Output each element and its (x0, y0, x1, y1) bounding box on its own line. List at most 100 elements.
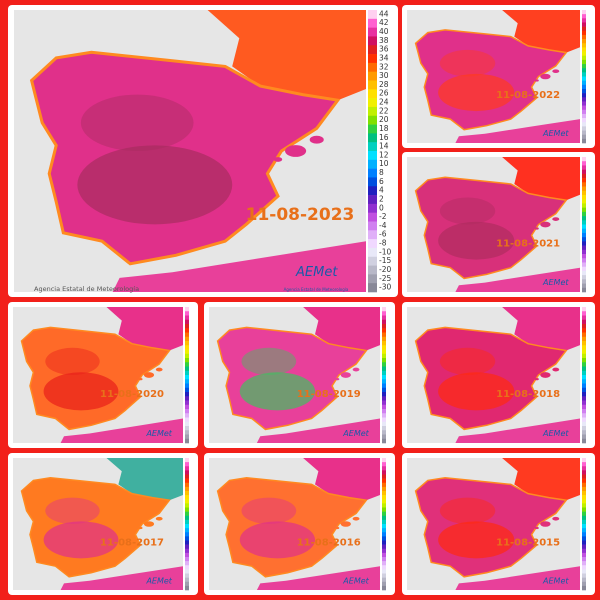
colorbar-step (368, 18, 377, 28)
colorbar-step (185, 430, 189, 435)
balearic-island (352, 516, 360, 521)
colorbar-step (382, 379, 386, 384)
colorbar-step (582, 532, 586, 537)
colorbar-step (382, 324, 386, 329)
balearic-island (534, 526, 539, 530)
colorbar-step (582, 126, 586, 131)
colorbar-step (382, 370, 386, 376)
colorbar-step (382, 404, 386, 410)
colorbar-step (582, 232, 586, 238)
colorbar-step (582, 519, 586, 525)
colorbar-step (582, 552, 586, 558)
colorbar-step (368, 142, 377, 152)
colorbar-step (582, 76, 586, 81)
date-label: 11-08-2016 (297, 537, 361, 548)
colorbar-step (582, 569, 586, 574)
colorbar-step (582, 59, 586, 65)
colorbar-step (382, 491, 386, 496)
colorbar-step (582, 426, 586, 431)
colorbar-step (582, 396, 586, 401)
balearic-island (540, 73, 551, 80)
colorbar-step (382, 561, 386, 566)
colorbar-step (185, 362, 189, 367)
balearic-island (534, 79, 539, 82)
colorbar-step (582, 524, 586, 529)
colorbar-label: 40 (379, 27, 389, 36)
colorbar-step (382, 345, 386, 350)
colorbar-step (582, 118, 586, 123)
colorbar-step (582, 557, 586, 562)
colorbar-step (185, 319, 189, 325)
hot-core (438, 521, 515, 559)
colorbar-step (582, 101, 586, 106)
colorbar-step (582, 254, 586, 259)
colorbar-step (185, 482, 189, 488)
colorbar-step (582, 341, 586, 346)
colorbar-label: 16 (379, 133, 389, 142)
colorbar-step (382, 366, 386, 372)
colorbar-step (185, 470, 189, 475)
hot-core (241, 347, 297, 375)
colorbar-step (582, 311, 586, 316)
colorbar-step (382, 458, 386, 463)
balearic-island (552, 367, 560, 372)
colorbar-label: -30 (379, 283, 391, 292)
colorbar-step (368, 54, 377, 64)
france (502, 10, 580, 53)
colorbar-step (582, 47, 586, 52)
colorbar-step (382, 392, 386, 397)
colorbar-step (185, 404, 189, 410)
hot-core (241, 497, 297, 524)
colorbar-step (582, 585, 586, 591)
colorbar-step (382, 387, 386, 393)
colorbar-step (185, 581, 189, 587)
colorbar-step (582, 507, 586, 512)
colorbar-label: 44 (379, 9, 389, 18)
colorbar-step (382, 499, 386, 504)
date-label: 11-08-2019 (297, 389, 361, 400)
map-panel: 11-08-2022 AEMet (402, 5, 595, 148)
colorbar-step (582, 536, 586, 541)
balearic-island (340, 372, 351, 378)
colorbar-step (368, 62, 377, 72)
colorbar-step (582, 190, 586, 196)
colorbar-step (368, 10, 377, 20)
balearic-island (540, 221, 551, 228)
balearic-island (335, 377, 340, 381)
colorbar-step (185, 499, 189, 504)
colorbar-step (582, 80, 586, 86)
colorbar-step (582, 10, 586, 15)
colorbar-step (185, 315, 189, 321)
hot-core (239, 372, 316, 411)
colorbar-step (582, 30, 586, 36)
france (106, 307, 183, 351)
date-label: 11-08-2020 (100, 389, 164, 400)
colorbar-label: 2 (379, 194, 384, 203)
colorbar-step (582, 113, 586, 119)
hot-core (438, 221, 515, 260)
colorbar-step (582, 34, 586, 40)
colorbar-step (185, 565, 189, 570)
colorbar-step (185, 413, 189, 418)
colorbar-step (382, 528, 386, 533)
colorbar-step (185, 519, 189, 525)
colorbar-step (185, 417, 189, 423)
colorbar-step (582, 39, 586, 44)
colorbar-step (582, 165, 586, 170)
colorbar-step (368, 159, 377, 169)
balearic-island (340, 521, 351, 527)
colorbar-label: -4 (379, 221, 387, 230)
hot-core (43, 372, 119, 411)
colorbar-label: 14 (379, 142, 389, 151)
colorbar-step (582, 138, 586, 144)
france (502, 157, 580, 201)
colorbar-step (582, 245, 586, 251)
colorbar-step (582, 528, 586, 533)
colorbar-step (185, 478, 189, 484)
colorbar-label: 10 (379, 159, 389, 168)
hot-core (43, 521, 119, 559)
colorbar-step (185, 573, 189, 578)
colorbar-step (582, 249, 586, 255)
colorbar-step (582, 199, 586, 204)
colorbar-step (582, 186, 586, 192)
